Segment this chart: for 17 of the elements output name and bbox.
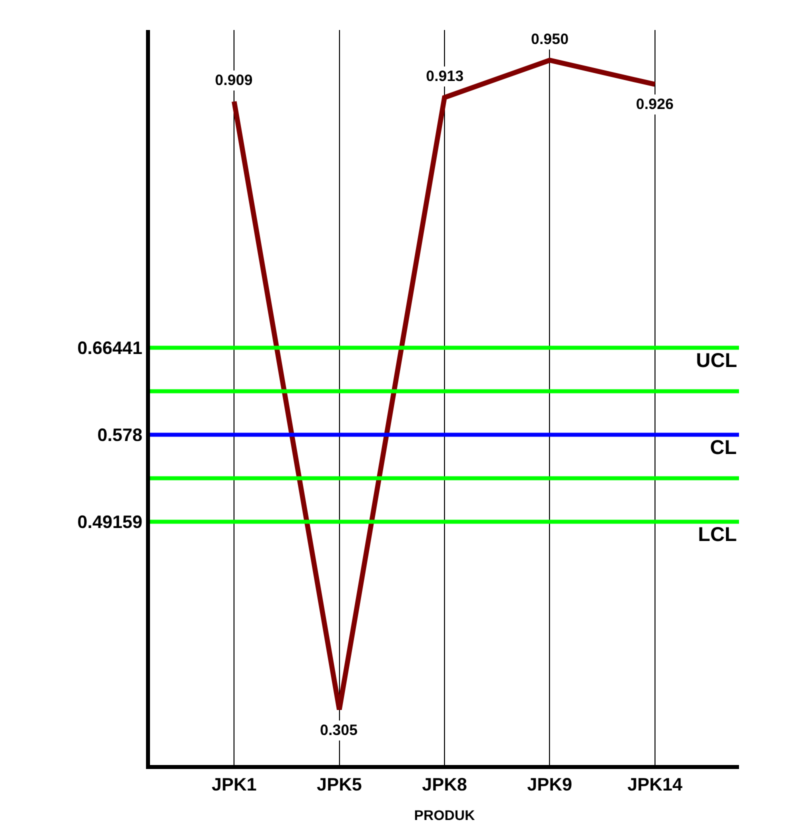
y-tick-label: 0.49159 bbox=[77, 512, 142, 532]
x-tick-label: JPK9 bbox=[527, 774, 572, 795]
data-label: 0.305 bbox=[320, 722, 358, 739]
x-tick-label: JPK14 bbox=[627, 774, 682, 795]
x-tick-label: JPK5 bbox=[316, 774, 362, 795]
x-tick-label: JPK8 bbox=[422, 774, 468, 795]
y-tick-label: 0.578 bbox=[97, 425, 142, 446]
data-label: 0.913 bbox=[426, 68, 464, 85]
ref-line-label: LCL bbox=[698, 524, 737, 546]
y-tick-label: 0.66441 bbox=[77, 338, 142, 358]
x-tick-label: JPK1 bbox=[212, 774, 257, 795]
data-label: 0.909 bbox=[215, 72, 253, 89]
ref-line-label: UCL bbox=[696, 350, 738, 372]
data-label: 0.926 bbox=[636, 96, 674, 113]
data-label: 0.950 bbox=[531, 31, 569, 48]
ref-line-label: CL bbox=[710, 437, 737, 459]
x-axis-title: PRODUK bbox=[414, 807, 475, 823]
